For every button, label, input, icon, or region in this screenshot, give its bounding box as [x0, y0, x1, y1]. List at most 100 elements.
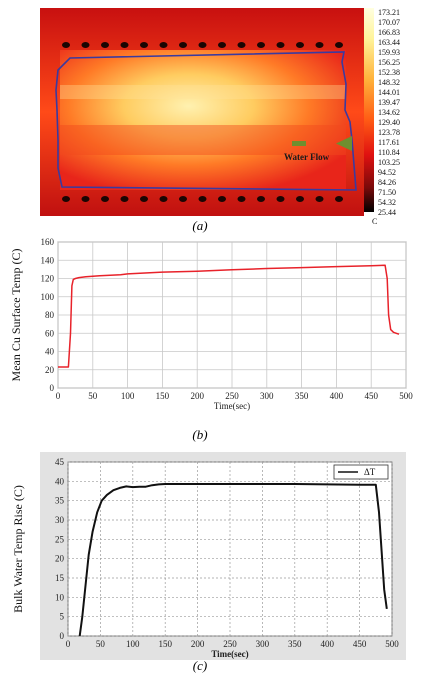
x-tick-label: 450	[364, 391, 378, 401]
mount-hole	[296, 42, 304, 48]
mount-hole	[62, 196, 70, 202]
mount-hole	[276, 196, 285, 202]
y-tick-label: 40	[45, 347, 55, 357]
chart-b: 0 50 100 150 200 250 300 350 400 450 500 0 20 40 60 80 1…	[9, 236, 420, 412]
mount-hole	[218, 196, 226, 202]
mount-hole	[257, 42, 265, 48]
y-tick-label: 10	[55, 592, 65, 602]
colorbar-tick-label: 123.78	[378, 128, 400, 137]
caption-b: (b)	[192, 427, 208, 442]
colorbar-tick-label: 103.25	[378, 158, 400, 167]
mount-hole	[101, 42, 109, 48]
colorbar-tick-label: 156.25	[378, 58, 400, 67]
hole-row-bottom	[62, 196, 343, 202]
colorbar-tick-label: 173.21	[378, 8, 400, 17]
mount-hole	[81, 42, 90, 48]
x-tick-label: 500	[399, 391, 413, 401]
x-tick-label: 0	[66, 639, 71, 649]
y-tick-label: 160	[41, 237, 55, 247]
colorbar-tick-label: 163.44	[378, 38, 400, 47]
x-tick-label: 150	[156, 391, 170, 401]
mount-hole	[179, 42, 187, 48]
mount-hole	[335, 42, 343, 48]
colorbar-tick-label: 148.32	[378, 78, 400, 87]
y-tick-label: 20	[45, 365, 55, 375]
mount-hole	[120, 196, 129, 202]
y-tick-label: 20	[55, 554, 65, 564]
mount-hole	[140, 196, 148, 202]
x-tick-label: 300	[260, 391, 274, 401]
mount-hole	[140, 42, 148, 48]
x-tick-label: 0	[56, 391, 61, 401]
colorbar-ticks: 173.21170.07166.83163.44159.93156.25152.…	[378, 8, 400, 217]
colorbar	[364, 8, 374, 212]
mount-hole	[159, 196, 168, 202]
x-tick-label: 350	[295, 391, 309, 401]
series-line	[58, 264, 400, 368]
y-axis-label: Mean Cu Surface Temp (C)	[9, 249, 23, 382]
y-tick-label: 0	[50, 383, 55, 393]
y-tick-label: 120	[41, 274, 55, 284]
y-tick-label: 35	[55, 496, 65, 506]
colorbar-tick-label: 170.07	[378, 18, 400, 27]
legend-label: ΔT	[364, 467, 376, 477]
y-tick-label: 100	[41, 292, 55, 302]
y-tick-label: 45	[55, 457, 65, 467]
colorbar-tick-label: 25.44	[378, 208, 396, 217]
colorbar-tick-label: 71.50	[378, 188, 396, 197]
mount-hole	[159, 42, 168, 48]
colorbar-tick-label: 166.83	[378, 28, 400, 37]
mount-hole	[237, 42, 246, 48]
mount-hole	[62, 42, 70, 48]
x-tick-label: 100	[126, 639, 140, 649]
flow-arrow-shaft	[292, 141, 306, 146]
mount-hole	[315, 196, 324, 202]
mount-hole	[276, 42, 285, 48]
region-outline	[55, 51, 357, 191]
colorbar-tick-label: 54.32	[378, 198, 396, 207]
x-tick-label: 250	[223, 639, 237, 649]
x-tick-label: 150	[158, 639, 172, 649]
x-tick-label: 400	[330, 391, 344, 401]
x-tick-label: 250	[225, 391, 239, 401]
y-tick-label: 0	[60, 631, 65, 641]
caption-c: (c)	[192, 658, 208, 673]
mount-hole	[198, 196, 207, 202]
y-tick-label: 140	[41, 255, 55, 265]
water-flow-label: Water Flow	[284, 152, 330, 162]
x-tick-label: 300	[256, 639, 270, 649]
y-tick-label: 15	[55, 573, 65, 583]
chart-c: 0 50 100 150 200 250 300 350 400 450 500 0 5 10 15 20 25…	[11, 452, 406, 660]
mount-hole	[179, 196, 187, 202]
x-tick-label: 50	[96, 639, 106, 649]
legend-box	[333, 464, 389, 480]
x-tick-label: 350	[288, 639, 302, 649]
mount-hole	[120, 42, 129, 48]
mount-hole	[198, 42, 207, 48]
x-tick-label: 200	[191, 639, 205, 649]
y-tick-label: 60	[45, 328, 55, 338]
x-tick-label: 500	[385, 639, 399, 649]
colorbar-tick-label: 94.52	[378, 168, 396, 177]
mount-hole	[237, 196, 246, 202]
mount-hole	[296, 196, 304, 202]
colorbar-tick-label: 152.38	[378, 68, 400, 77]
y-tick-label: 30	[55, 515, 65, 525]
x-tick-label: 450	[353, 639, 367, 649]
y-tick-label: 25	[55, 534, 65, 544]
series-line	[78, 483, 388, 637]
mount-hole	[81, 196, 90, 202]
x-axis-label: Time(sec)	[211, 649, 248, 659]
colorbar-tick-label: 117.61	[378, 138, 400, 147]
mount-hole	[218, 42, 226, 48]
mount-hole	[257, 196, 265, 202]
x-tick-label: 50	[88, 391, 98, 401]
colorbar-tick-label: 84.26	[378, 178, 396, 187]
caption-a: (a)	[192, 218, 208, 233]
colorbar-tick-label: 129.40	[378, 118, 400, 127]
x-axis-label: Time(sec)	[214, 401, 250, 411]
mount-hole	[335, 196, 343, 202]
y-tick-label: 5	[60, 612, 65, 622]
colorbar-tick-label: 134.62	[378, 108, 400, 117]
y-tick-label: 80	[45, 310, 55, 320]
